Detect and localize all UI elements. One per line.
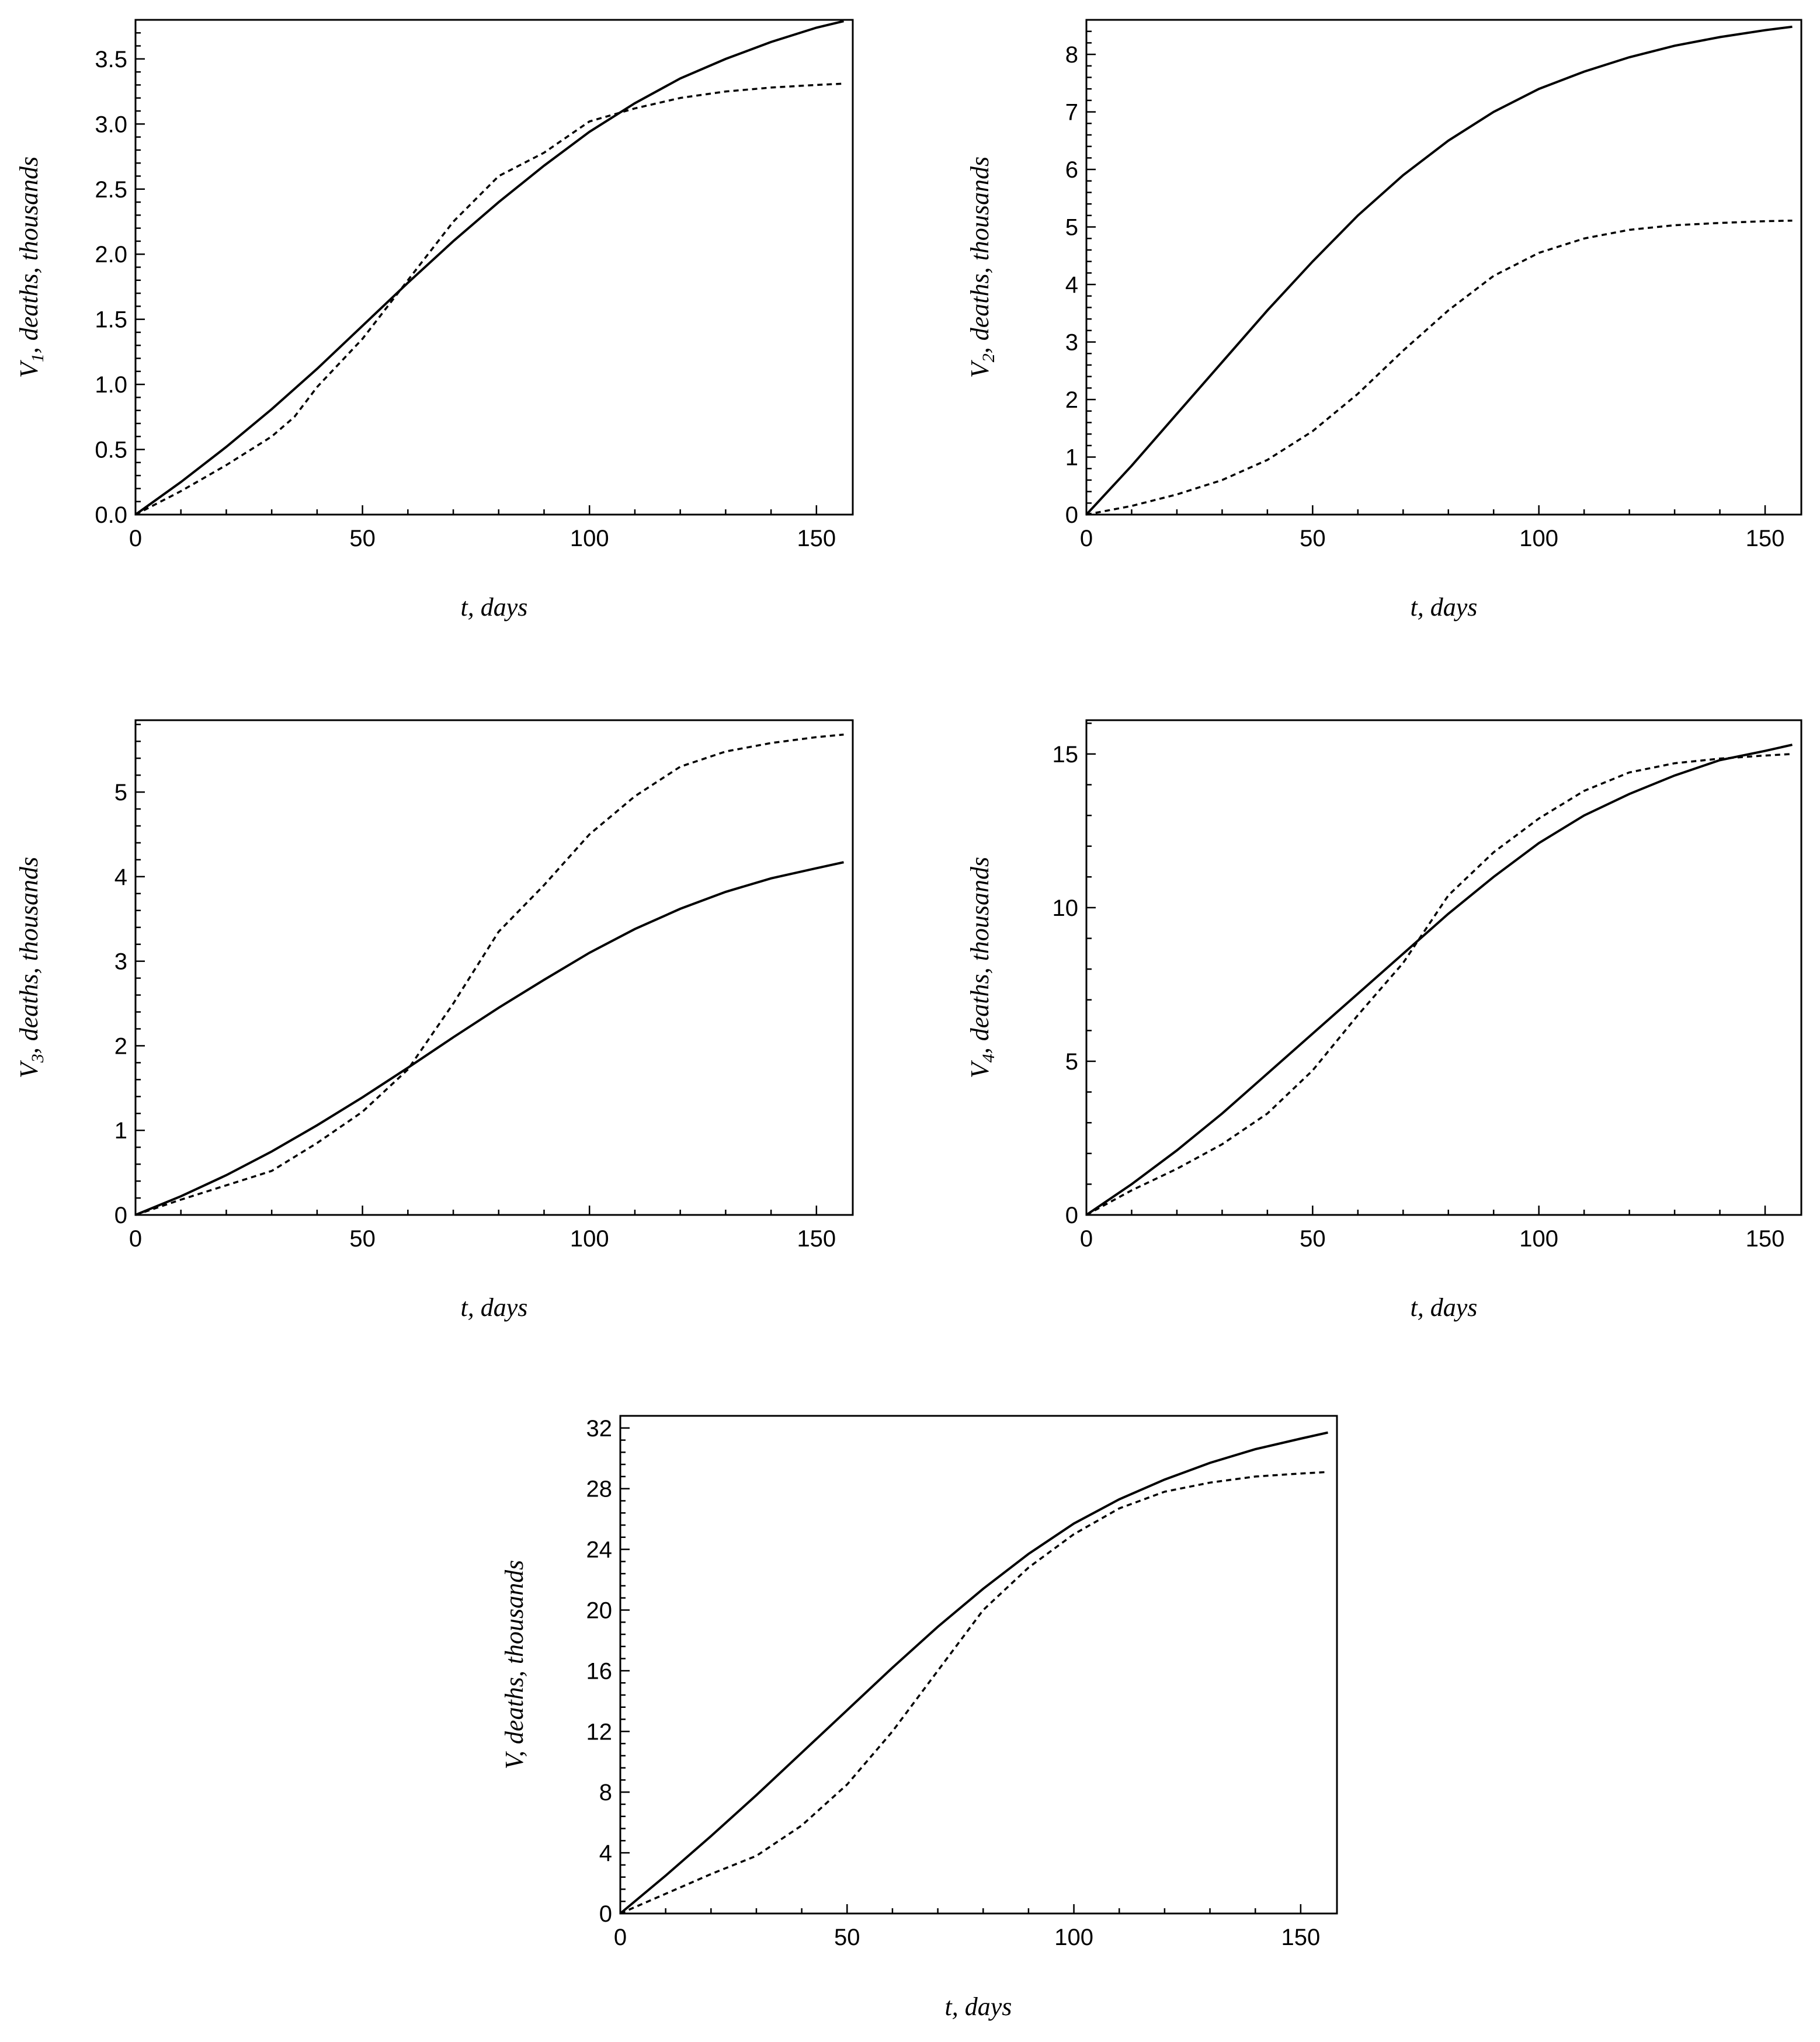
panel-v-total-y-tick-label: 20 [586, 1598, 613, 1623]
panel-v4-x-tick-label: 0 [1080, 1226, 1093, 1252]
panel-v3-y-tick-label: 0 [114, 1203, 127, 1228]
panel-v2-y-tick-label: 8 [1065, 42, 1078, 68]
panel-v3-y-tick-label: 1 [114, 1118, 127, 1144]
panel-v1-y-tick-label: 0.5 [95, 437, 127, 463]
panel-v1: t, days V1, deaths, thousands 0 50 100 150 0… [15, 19, 854, 621]
panel-v3-x-tick-label: 150 [797, 1226, 836, 1252]
panel-v-total-x-tick-label: 0 [614, 1925, 627, 1950]
panel-v3-series-observed [135, 733, 844, 1216]
panel-v1-y-tick-label: 0.0 [95, 502, 127, 528]
panel-v-total-x-tick-label: 150 [1281, 1925, 1320, 1950]
panel-v3-y-tick-label: 3 [114, 949, 127, 975]
panel-v1-y-tick-label: 1.0 [95, 372, 127, 398]
panel-v-total-y-tick-label: 12 [586, 1719, 613, 1745]
panel-v-total-y-tick-label: 24 [586, 1537, 613, 1563]
panel-v4-series-observed [1086, 753, 1793, 1216]
panel-v-total-y-tick-label: 16 [586, 1658, 613, 1684]
panel-v2-x-tick-label: 50 [1300, 526, 1326, 551]
panel-v-total-y-tick-label: 32 [586, 1416, 613, 1442]
panel-v1-x-tick-label: 150 [797, 526, 836, 551]
panel-v2-x-tick-label: 0 [1080, 526, 1093, 551]
panel-v3-ylabel: V3, deaths, thousands [15, 857, 47, 1078]
panel-v1-y-tick-label: 3.0 [95, 112, 127, 137]
panel-v2: t, days V2, deaths, thousands 0 50 100 150 0… [965, 19, 1802, 621]
panel-v-total: t, days V, deaths, thousands 0 50 100 150 0 4… [500, 1415, 1338, 2021]
panel-v1-x-tick-label: 50 [349, 526, 376, 551]
panel-v1-x-tick-label: 100 [570, 526, 609, 551]
panel-v3-y-tick-label: 5 [114, 780, 127, 805]
panel-v1-y-tick-label: 1.5 [95, 307, 127, 333]
panel-v2-y-tick-label: 7 [1065, 100, 1078, 126]
panel-v2-ylabel: V2, deaths, thousands [965, 157, 998, 378]
panel-v3-y-tick-label: 4 [114, 864, 127, 890]
panel-v4-xlabel: t, days [1411, 1293, 1478, 1322]
panel-v4-x-tick-label: 50 [1300, 1226, 1326, 1252]
panel-v2-y-tick-label: 0 [1065, 502, 1078, 528]
panel-v-total-y-tick-label: 4 [599, 1840, 612, 1866]
panel-v1-xlabel: t, days [461, 593, 528, 621]
panel-v1-y-tick-label: 2.5 [95, 177, 127, 203]
panel-v4-ylabel: V4, deaths, thousands [965, 857, 998, 1078]
panel-v4-series-model [1085, 744, 1793, 1216]
panel-v4: t, days V4, deaths, thousands 0 50 100 150 0… [965, 719, 1802, 1322]
panel-v2-y-tick-label: 6 [1065, 157, 1078, 183]
panel-v4-x-tick-label: 100 [1519, 1226, 1558, 1252]
panel-v-total-xlabel: t, days [945, 1992, 1012, 2021]
panel-v-total-x-tick-label: 100 [1054, 1925, 1093, 1950]
panel-v4-plot-frame [1085, 719, 1802, 1216]
panel-v3-xlabel: t, days [461, 1293, 528, 1322]
panel-v4-y-tick-label: 0 [1065, 1203, 1078, 1228]
panel-v3-x-tick-label: 50 [349, 1226, 376, 1252]
panel-v-total-x-tick-label: 50 [834, 1925, 860, 1950]
panel-v-total-plot-frame [619, 1415, 1338, 1915]
panel-v1-y-tick-label: 3.5 [95, 47, 127, 72]
panel-v2-x-tick-label: 150 [1746, 526, 1785, 551]
panel-v-total-y-tick-label: 0 [599, 1901, 612, 1927]
panel-v1-x-tick-label: 0 [129, 526, 142, 551]
panel-v2-y-tick-label: 2 [1065, 387, 1078, 413]
panel-v2-x-tick-label: 100 [1519, 526, 1558, 551]
panel-v2-plot-frame [1085, 19, 1802, 516]
panel-v3-x-tick-label: 0 [129, 1226, 142, 1252]
panel-v1-series-model [134, 20, 844, 516]
panel-v2-y-tick-label: 4 [1065, 272, 1078, 298]
panel-v2-y-tick-label: 5 [1065, 215, 1078, 241]
panel-v2-y-tick-label: 1 [1065, 445, 1078, 471]
panel-v4-y-tick-label: 15 [1053, 742, 1079, 768]
panel-v4-y-tick-label: 5 [1065, 1049, 1078, 1075]
panel-v4-y-tick-label: 10 [1053, 895, 1079, 921]
panel-v4-x-tick-label: 150 [1746, 1226, 1785, 1252]
panel-v-total-ylabel: V, deaths, thousands [500, 1560, 529, 1770]
panel-v1-series-observed [135, 82, 844, 516]
panel-v1-ylabel: V1, deaths, thousands [15, 157, 47, 378]
panel-v3: t, days V3, deaths, thousands 0 50 100 150 0… [15, 719, 854, 1322]
panel-v-total-y-tick-label: 28 [586, 1477, 613, 1502]
panel-v2-series-model [1085, 25, 1793, 516]
panel-v3-series-model [135, 861, 844, 1216]
panel-v-total-y-tick-label: 8 [599, 1780, 612, 1805]
panel-v2-y-tick-label: 3 [1065, 330, 1078, 356]
panel-v2-series-observed [1086, 219, 1793, 516]
panel-v-total-series-model [619, 1431, 1328, 1915]
panel-v-total-series-observed [620, 1471, 1328, 1915]
panel-v3-x-tick-label: 100 [570, 1226, 609, 1252]
panel-v1-y-tick-label: 2.0 [95, 242, 127, 268]
panel-v3-y-tick-label: 2 [114, 1033, 127, 1059]
panel-v2-xlabel: t, days [1411, 593, 1478, 621]
panel-v3-plot-frame [134, 719, 854, 1216]
